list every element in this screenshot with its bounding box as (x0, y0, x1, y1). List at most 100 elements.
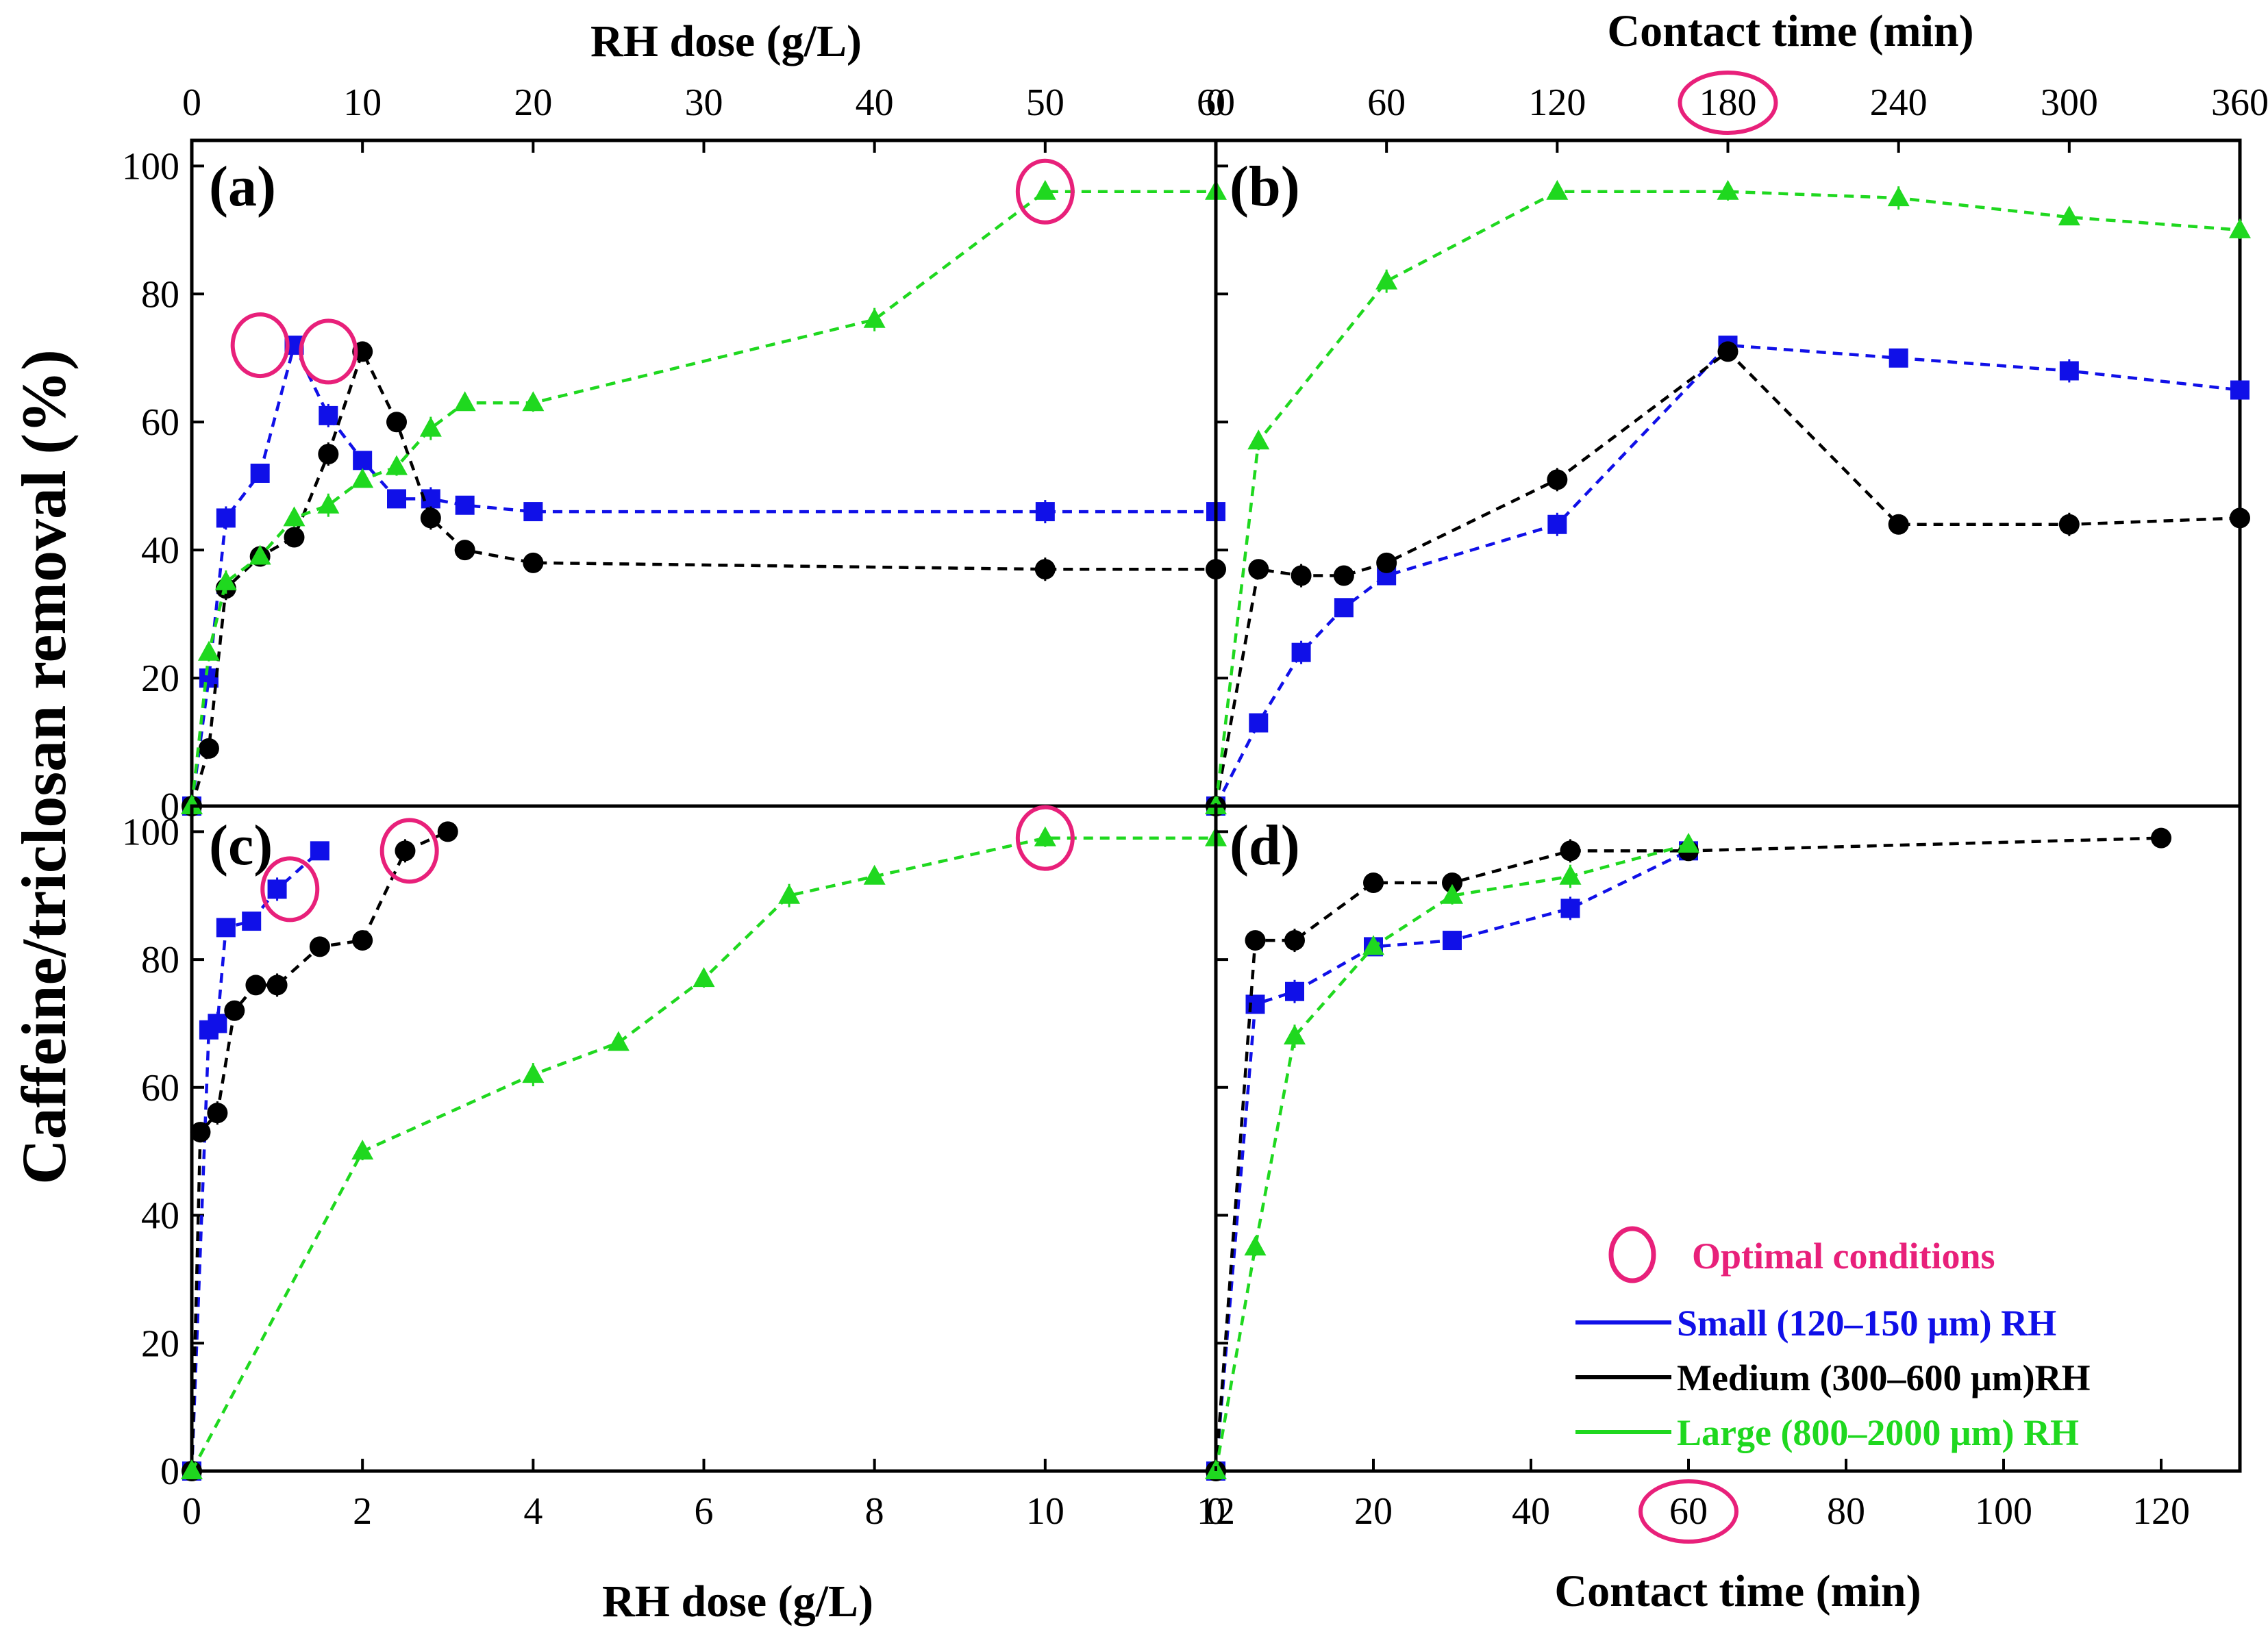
panel-b-medium-point (1291, 565, 1312, 586)
panel-a-large-point (214, 570, 237, 590)
panel-a-large-point (522, 391, 545, 412)
panel-c-large-point (693, 967, 715, 988)
panel-a-small-line (190, 340, 1216, 807)
panel-a-medium-point (1034, 559, 1056, 580)
panel-b-xtick-label: 180 (1699, 81, 1757, 124)
panel-d-large-point (1559, 864, 1582, 885)
panel-b-small-point (2059, 361, 2079, 381)
panel-c-large-point (607, 1031, 630, 1051)
panel-b-medium-point (1376, 552, 1397, 573)
panel-a-large-point (317, 493, 340, 514)
bottom-left-axis-title: RH dose (g/L) (602, 1577, 873, 1627)
panel-a-xtick-label: 40 (856, 81, 894, 124)
panel-c-xtick-label: 12 (1197, 1490, 1235, 1533)
panel-b-xtick-label: 240 (1870, 81, 1928, 124)
panel-c-ytick-label: 0 (160, 1451, 179, 1493)
panel-a-large-point (453, 391, 476, 412)
panel-d-medium-point (1442, 873, 1462, 894)
panel-d-medium-point (1363, 873, 1384, 894)
panel-a-ytick-label: 0 (160, 786, 179, 828)
panel-c-medium-point (352, 930, 373, 951)
bottom-right-axis-title: Contact time (min) (1554, 1566, 1921, 1616)
panel-c-medium-point (207, 1103, 228, 1124)
panel-c-xtick-label: 4 (523, 1490, 543, 1533)
panel-c-optimal-marker (1015, 805, 1075, 871)
panel-b-small-point (1547, 514, 1567, 534)
panel-a-small-point (387, 489, 406, 509)
panel-c-xtick-label: 10 (1026, 1490, 1064, 1533)
panel-c-small-point (216, 918, 236, 938)
panel-d-small-point (1285, 981, 1304, 1001)
panel-b-large-point (1887, 186, 1910, 207)
panel-d-large-point (1441, 883, 1463, 904)
panel-a-small-point (523, 502, 543, 522)
y-axis-title: Caffeine/triclosan removal (%) (9, 349, 79, 1185)
panel-a-large-point (249, 544, 271, 565)
panel-c-medium-point (309, 936, 330, 957)
panel-c-small-point (208, 1014, 227, 1033)
panel-a-large-line (190, 190, 1216, 807)
panel-a-small-point (250, 464, 270, 483)
panel-a-large-point (419, 416, 442, 437)
panel-c-medium-point (266, 975, 288, 996)
panel-d-medium-point (1560, 840, 1581, 862)
panel-c-large-point (181, 1459, 203, 1479)
panel-a-medium-point (523, 552, 544, 573)
panel-a-small-point (1035, 502, 1055, 522)
panel-a-medium-point (318, 443, 339, 464)
panel-c-large-line (190, 836, 1216, 1472)
panel-c-ytick-label: 80 (141, 939, 179, 981)
panel-d-xtick-label: 80 (1827, 1490, 1865, 1533)
panel-a-small-point (216, 508, 236, 528)
panel-c-optimal-marker (260, 856, 320, 922)
panel-b-optimal-marker (1678, 71, 1778, 135)
panel-c-medium-point (437, 821, 458, 842)
panel-b-medium-point (2230, 507, 2250, 529)
panel-a-ytick-label: 40 (141, 529, 179, 572)
legend-optimal-marker (1608, 1226, 1656, 1283)
panel-d-medium-point (1245, 930, 1266, 951)
panel-a-label: (a) (209, 155, 276, 218)
panel-c-ytick-label: 100 (122, 811, 179, 853)
panel-a-optimal-marker (299, 318, 358, 385)
panel-c-xtick-label: 6 (695, 1490, 714, 1533)
panel-b-xtick-label: 360 (2211, 81, 2268, 124)
panel-d-small-point (1560, 899, 1580, 918)
panel-b-medium-point (1248, 559, 1269, 580)
panel-b-large-point (2229, 218, 2251, 238)
panel-a-xtick-label: 50 (1026, 81, 1064, 124)
panel-c-small-point (242, 912, 262, 931)
panel-d-xtick-label: 20 (1354, 1490, 1393, 1533)
legend-small-label: Small (120–150 μm) RH (1677, 1303, 2056, 1344)
panel-b-xtick-label: 60 (1367, 81, 1406, 124)
panel-d-xtick-label: 40 (1512, 1490, 1550, 1533)
panel-b-large-line (1214, 190, 2241, 807)
panel-c-frame (190, 804, 1218, 1473)
panel-c-large-point (522, 1063, 545, 1083)
panel-d: (d) 0 20 40 60 80 100 120 (1205, 804, 2242, 1544)
panel-a-large-point (386, 455, 408, 475)
panel-d-xtick-label: 60 (1669, 1490, 1708, 1533)
panel-c-medium-point (395, 840, 416, 862)
panel-d-large-point (1284, 1025, 1306, 1045)
panel-b-small-point (2230, 380, 2250, 400)
panel-d-medium-point (2151, 827, 2171, 849)
panel-d-large-point (1362, 935, 1384, 955)
panel-a-small-point (353, 451, 373, 470)
panel-b-medium-point (1547, 469, 1568, 490)
panel-a-optimal-marker (1015, 158, 1075, 225)
panel-d-medium-line (1214, 836, 2162, 1472)
panel-b-large-point (2058, 205, 2080, 226)
panel-b-large-point (1717, 179, 1739, 200)
panel-a-xtick-label: 20 (514, 81, 552, 124)
panel-a-medium-point (198, 738, 219, 759)
panel-b-label: (b) (1230, 155, 1300, 218)
panel-c-optimal-marker (379, 818, 439, 884)
panel-b-large-point (1375, 269, 1398, 290)
panel-c-medium-point (245, 975, 266, 996)
panel-b-medium-point (1888, 514, 1909, 535)
panel-a-optimal-marker (230, 312, 290, 379)
panel-a-small-point (455, 495, 475, 515)
